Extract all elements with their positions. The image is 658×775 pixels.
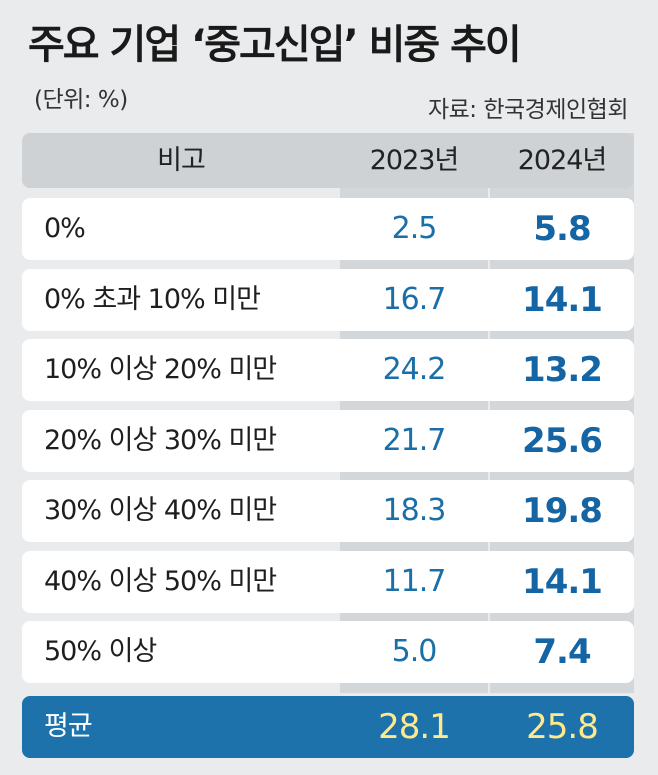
value-2023: 24.2 [382, 352, 447, 387]
value-2024: 7.4 [533, 632, 591, 672]
value-2024: 14.1 [522, 279, 603, 320]
value-2023: 16.7 [382, 281, 447, 317]
row-label: 30% 이상 40% 미만 [44, 495, 277, 526]
row-background [22, 268, 634, 331]
value-2024: 5.8 [533, 209, 591, 249]
row-background [22, 550, 634, 613]
value-2023: 5.0 [391, 634, 438, 669]
table-row: 50% 이상 5.0 7.4 [22, 621, 634, 683]
value-2023: 21.7 [382, 422, 447, 458]
row-label: 50% 이상 [44, 636, 157, 667]
table-row: 40% 이상 50% 미만 11.7 14.1 [22, 550, 634, 613]
value-2024: 14.1 [522, 561, 603, 602]
value-2023: 2.5 [391, 211, 438, 246]
average-row: 평균 28.1 25.8 [22, 696, 634, 758]
table-row: 0% 초과 10% 미만 16.7 14.1 [22, 268, 634, 331]
row-background [22, 339, 634, 401]
row-label: 10% 이상 20% 미만 [44, 354, 277, 385]
unit-label: (단위: %) [34, 87, 128, 113]
row-background [22, 198, 634, 260]
header-category: 비고 [157, 145, 206, 176]
row-label: 20% 이상 30% 미만 [44, 424, 277, 456]
row-background [22, 409, 634, 472]
table-row: 10% 이상 20% 미만 24.2 13.2 [22, 339, 634, 401]
average-label: 평균 [44, 711, 93, 742]
table-row: 20% 이상 30% 미만 21.7 25.6 [22, 409, 634, 472]
value-2024: 13.2 [522, 350, 603, 390]
value-2024: 19.8 [522, 491, 603, 531]
table-header: 비고 2023년 2024년 [22, 133, 634, 188]
row-label: 0% [44, 213, 86, 244]
row-label: 0% 초과 10% 미만 [44, 283, 261, 315]
header-2024: 2024년 [517, 145, 608, 176]
value-2023: 18.3 [382, 493, 447, 528]
row-label: 40% 이상 50% 미만 [44, 565, 277, 597]
value-2024: 25.6 [522, 420, 603, 461]
header-2023: 2023년 [369, 145, 460, 176]
row-background [22, 621, 634, 683]
source-label: 자료: 한국경제인협회 [427, 97, 629, 123]
data-table: 비고 2023년 2024년 0% 2.5 5.8 0% 초과 10% 미만 16.7 1… [22, 133, 634, 773]
table-row: 0% 2.5 5.8 [22, 198, 634, 260]
value-2023: 11.7 [382, 563, 447, 599]
average-2023-value: 28.1 [378, 707, 451, 747]
row-background [22, 480, 634, 542]
table-row: 30% 이상 40% 미만 18.3 19.8 [22, 480, 634, 542]
average-2024-value: 25.8 [526, 707, 599, 747]
chart-title: 주요 기업 ‘중고신입’ 비중 추이 [28, 22, 522, 68]
